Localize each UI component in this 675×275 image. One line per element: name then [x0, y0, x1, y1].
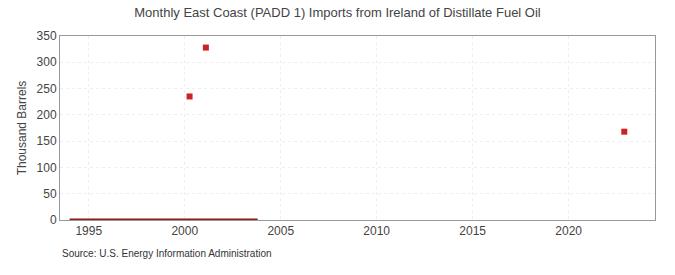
svg-text:Monthly East Coast (PADD 1) Im: Monthly East Coast (PADD 1) Imports from…: [134, 5, 541, 20]
svg-text:2020: 2020: [555, 224, 582, 238]
svg-text:350: 350: [37, 29, 57, 43]
svg-text:150: 150: [37, 134, 57, 148]
svg-text:200: 200: [37, 108, 57, 122]
svg-text:100: 100: [37, 161, 57, 175]
svg-text:2010: 2010: [363, 224, 390, 238]
svg-text:2000: 2000: [171, 224, 198, 238]
svg-text:50: 50: [43, 187, 57, 201]
svg-text:250: 250: [37, 82, 57, 96]
svg-text:Thousand Barrels: Thousand Barrels: [15, 81, 29, 176]
svg-text:1995: 1995: [75, 224, 102, 238]
svg-text:300: 300: [37, 55, 57, 69]
svg-text:Source: U.S. Energy Informatio: Source: U.S. Energy Information Administ…: [62, 248, 272, 259]
svg-text:2015: 2015: [459, 224, 486, 238]
svg-text:0: 0: [50, 213, 57, 227]
svg-text:2005: 2005: [267, 224, 294, 238]
